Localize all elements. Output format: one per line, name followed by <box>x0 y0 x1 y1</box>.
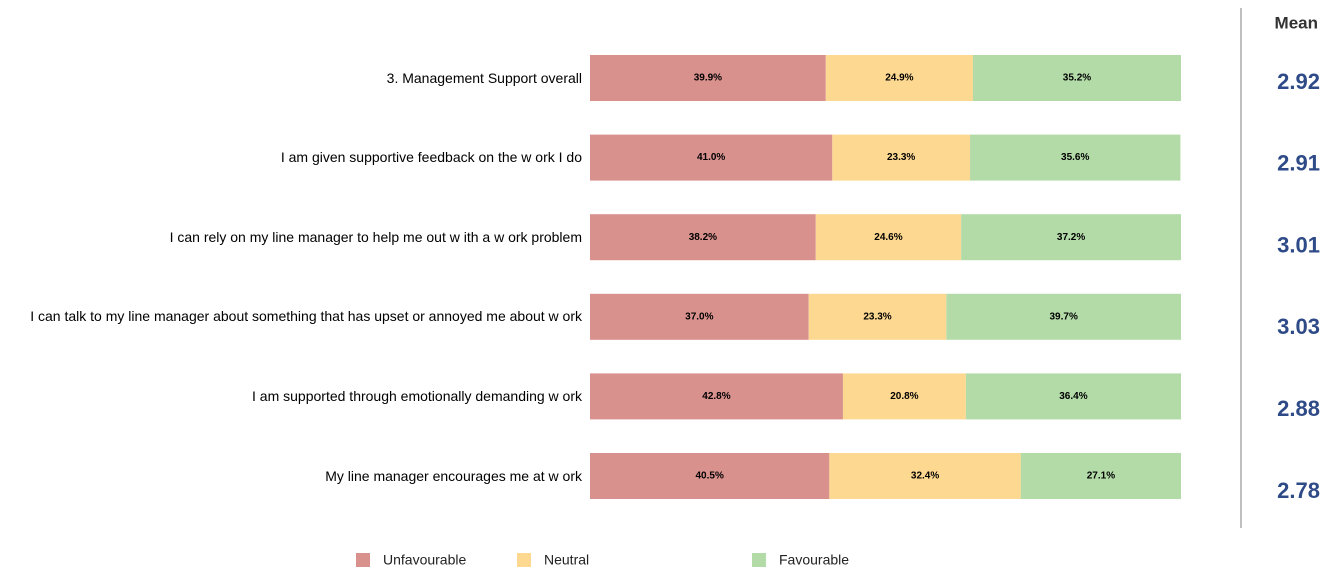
bar-value-label: 37.2% <box>1057 232 1085 243</box>
bar-segment <box>972 55 1181 101</box>
legend-label: Favourable <box>779 552 849 568</box>
category-label: 3. Management Support overall <box>386 69 582 86</box>
category-label: I can rely on my line manager to help me… <box>169 228 582 245</box>
mean-value: 2.92 <box>1277 69 1320 94</box>
mean-value: 3.01 <box>1277 232 1320 257</box>
bar-value-label: 24.9% <box>885 73 913 84</box>
bar-value-label: 24.6% <box>874 232 902 243</box>
bar-value-label: 23.3% <box>863 311 891 322</box>
category-label: I am given supportive feedback on the w … <box>280 149 582 166</box>
category-label: I am supported through emotionally deman… <box>252 387 582 404</box>
category-label: I can talk to my line manager about some… <box>30 308 582 325</box>
bar-value-label: 41.0% <box>697 152 725 163</box>
legend-label: Neutral <box>544 552 589 568</box>
bar-segment <box>590 453 830 499</box>
legend-label: Unfavourable <box>383 552 466 568</box>
bar-value-label: 23.3% <box>887 152 915 163</box>
bar-value-label: 39.9% <box>694 73 722 84</box>
bar-segment <box>1020 453 1181 499</box>
bar-value-label: 42.8% <box>702 391 730 402</box>
bar-value-label: 37.0% <box>685 311 713 322</box>
bar-value-label: 35.2% <box>1063 73 1091 84</box>
bar-value-label: 32.4% <box>911 471 939 482</box>
bar-segment <box>590 214 816 261</box>
legend-swatch <box>517 553 531 567</box>
mean-value: 2.91 <box>1277 151 1320 176</box>
bar-segment <box>946 293 1181 340</box>
mean-value: 2.78 <box>1277 478 1320 503</box>
bar-segment <box>590 293 809 340</box>
bar-segment <box>842 373 966 420</box>
bar-segment <box>590 134 833 181</box>
bar-segment <box>965 373 1181 420</box>
mean-title: Mean <box>1275 13 1318 32</box>
bar-value-label: 39.7% <box>1050 311 1078 322</box>
bar-segment <box>590 55 826 101</box>
bar-value-label: 40.5% <box>695 471 723 482</box>
bar-value-label: 36.4% <box>1059 391 1087 402</box>
mean-value: 3.03 <box>1277 314 1320 339</box>
legend-swatch <box>752 553 766 567</box>
bar-segment <box>825 55 973 101</box>
bar-segment <box>815 214 962 261</box>
bar-segment <box>970 134 1181 181</box>
legend-swatch <box>356 553 370 567</box>
bar-segment <box>961 214 1181 261</box>
bar-segment <box>808 293 947 340</box>
bar-value-label: 35.6% <box>1061 152 1089 163</box>
bar-segment <box>590 373 843 420</box>
category-label: My line manager encourages me at w ork <box>325 467 582 484</box>
bar-value-label: 38.2% <box>689 232 717 243</box>
mean-value: 2.88 <box>1277 396 1320 421</box>
bar-segment <box>832 134 971 181</box>
bar-value-label: 27.1% <box>1087 471 1115 482</box>
bar-value-label: 20.8% <box>890 391 918 402</box>
bar-segment <box>829 453 1021 499</box>
